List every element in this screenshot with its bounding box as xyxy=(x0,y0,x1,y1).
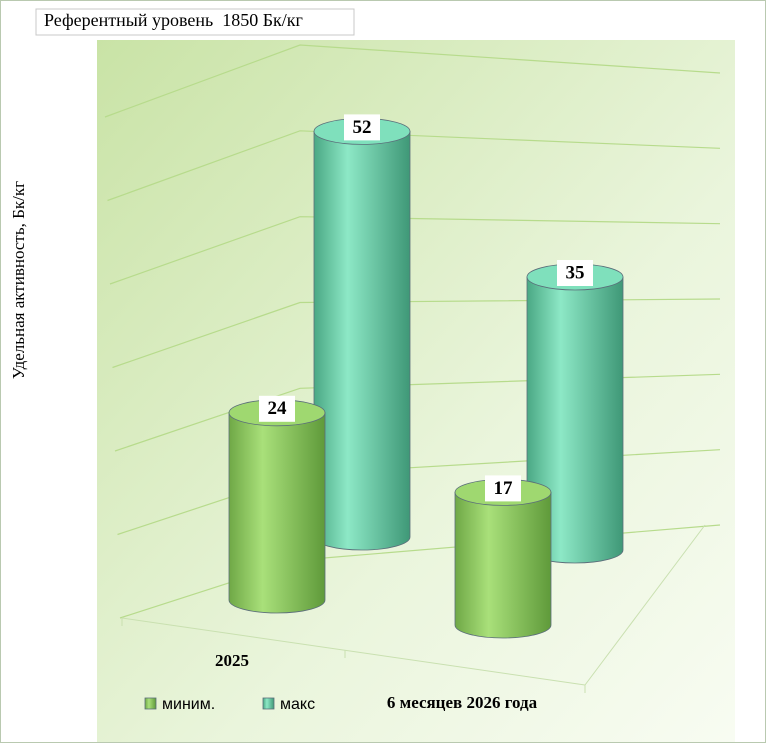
value-label-box xyxy=(259,395,295,422)
value-label-box xyxy=(557,260,593,286)
plot-background xyxy=(97,40,735,742)
grid-line xyxy=(107,130,721,202)
x-tick-label: 6 месяцев 2026 года xyxy=(387,693,538,712)
grid-line xyxy=(104,44,721,118)
cylinder xyxy=(454,478,552,639)
value-label: 52 xyxy=(353,117,372,138)
bars: 52 35 24 17 xyxy=(228,114,624,639)
legend: миним. макс xyxy=(144,696,315,713)
cylinder-body xyxy=(454,492,552,639)
floor-right xyxy=(584,524,706,686)
title-box xyxy=(35,8,355,36)
value-label: 24 xyxy=(268,398,288,419)
floor-front xyxy=(121,617,586,686)
cylinder-body xyxy=(228,412,326,614)
legend-swatch xyxy=(262,697,275,710)
legend-label: макс xyxy=(280,696,315,713)
legend-label: миним. xyxy=(162,696,215,713)
chart-title: Референтный уровень 1850 Бк/кг xyxy=(44,10,303,30)
cylinder xyxy=(228,399,326,614)
cylinder xyxy=(313,117,411,551)
y-axis-label: Удельная активность, Бк/кг xyxy=(9,181,28,379)
legend-swatch xyxy=(144,697,157,710)
cylinder-body xyxy=(313,131,411,551)
value-label-box xyxy=(344,114,380,141)
value-label: 35 xyxy=(566,262,585,283)
x-tick-label: 2025 xyxy=(215,651,249,670)
value-label: 17 xyxy=(494,478,514,499)
grid-line xyxy=(109,216,721,285)
value-label-box xyxy=(485,475,521,502)
